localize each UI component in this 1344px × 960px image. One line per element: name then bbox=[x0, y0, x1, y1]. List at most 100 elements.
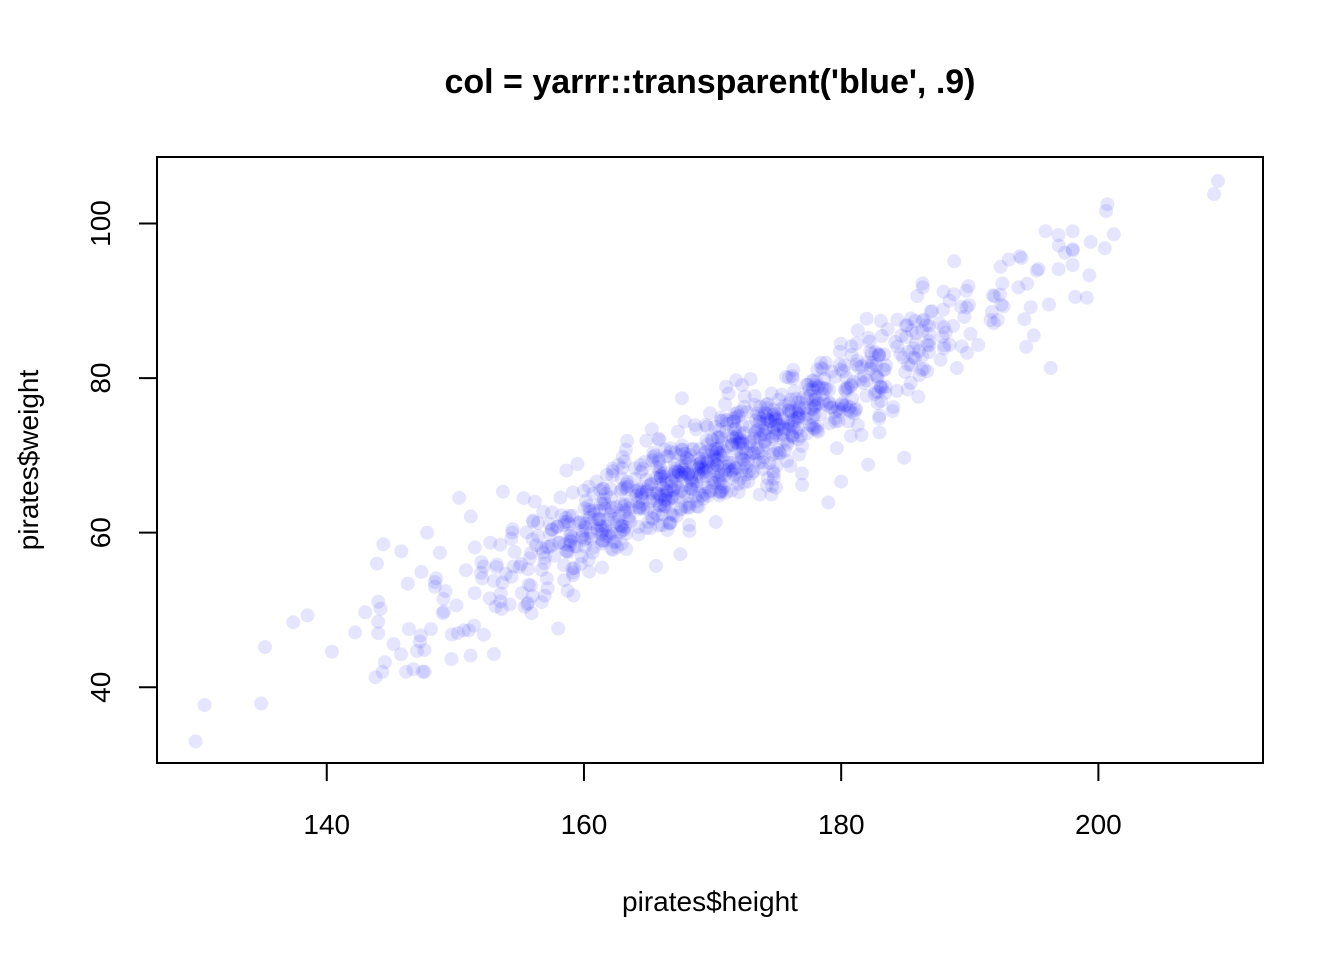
data-point bbox=[727, 411, 742, 426]
data-point bbox=[1017, 312, 1032, 327]
data-point bbox=[646, 445, 661, 460]
data-point bbox=[923, 305, 938, 319]
data-point bbox=[762, 456, 777, 471]
data-point bbox=[819, 381, 834, 396]
data-point bbox=[707, 419, 722, 434]
data-point bbox=[896, 350, 911, 365]
data-point bbox=[674, 442, 689, 457]
data-point bbox=[752, 414, 767, 429]
data-point bbox=[832, 404, 847, 419]
data-point bbox=[534, 562, 549, 577]
data-point bbox=[844, 339, 859, 354]
data-point bbox=[850, 323, 865, 338]
data-point bbox=[783, 392, 798, 407]
data-point bbox=[935, 329, 950, 344]
data-point bbox=[794, 395, 809, 410]
data-point bbox=[600, 512, 615, 527]
data-point bbox=[834, 397, 849, 412]
data-point bbox=[649, 485, 664, 500]
data-point bbox=[651, 431, 666, 446]
data-point bbox=[369, 556, 384, 571]
data-point bbox=[493, 586, 508, 601]
data-point bbox=[697, 465, 712, 479]
data-point bbox=[753, 399, 768, 414]
data-point bbox=[771, 392, 786, 407]
data-point bbox=[834, 474, 849, 489]
data-point bbox=[622, 501, 637, 516]
data-point bbox=[717, 463, 731, 477]
data-point bbox=[764, 432, 779, 447]
data-point bbox=[682, 497, 697, 511]
data-point bbox=[844, 405, 859, 420]
data-point bbox=[547, 548, 562, 563]
data-point bbox=[682, 453, 696, 468]
data-point bbox=[432, 545, 447, 560]
data-point bbox=[869, 368, 884, 383]
data-point bbox=[737, 389, 752, 404]
data-point bbox=[937, 338, 952, 353]
data-point bbox=[897, 450, 912, 465]
data-point bbox=[732, 431, 747, 446]
data-point bbox=[615, 450, 630, 464]
data-point bbox=[553, 490, 568, 505]
data-point bbox=[417, 643, 432, 658]
data-point bbox=[817, 381, 832, 396]
data-point bbox=[694, 454, 709, 469]
data-point bbox=[641, 514, 656, 529]
data-point bbox=[911, 389, 926, 404]
data-point bbox=[607, 511, 622, 526]
data-point bbox=[885, 404, 900, 419]
data-point bbox=[505, 525, 520, 540]
data-point bbox=[621, 479, 636, 494]
data-point bbox=[922, 326, 937, 341]
data-point bbox=[735, 441, 750, 456]
data-point bbox=[386, 637, 401, 651]
data-point bbox=[942, 293, 957, 308]
data-point bbox=[1038, 224, 1053, 239]
data-point bbox=[188, 734, 203, 749]
data-point bbox=[719, 459, 734, 474]
data-point bbox=[873, 313, 888, 328]
data-point bbox=[666, 482, 681, 497]
data-point bbox=[709, 458, 724, 473]
data-point bbox=[786, 420, 801, 434]
data-point bbox=[812, 407, 827, 422]
data-point bbox=[424, 622, 438, 637]
data-point bbox=[724, 464, 738, 479]
data-point bbox=[739, 445, 753, 460]
data-point bbox=[759, 397, 774, 412]
data-point bbox=[633, 484, 648, 499]
data-point bbox=[746, 445, 761, 460]
data-point bbox=[711, 470, 726, 485]
data-point bbox=[849, 357, 864, 372]
data-point bbox=[614, 519, 629, 534]
data-point bbox=[711, 464, 726, 479]
data-point bbox=[739, 467, 754, 482]
data-point bbox=[851, 360, 866, 375]
data-point bbox=[783, 459, 798, 473]
data-point bbox=[889, 383, 904, 398]
data-point bbox=[670, 424, 685, 439]
data-point bbox=[545, 505, 559, 520]
data-point bbox=[569, 539, 584, 554]
data-point bbox=[664, 491, 679, 506]
data-point bbox=[791, 411, 806, 426]
data-point bbox=[900, 382, 915, 397]
data-point bbox=[922, 334, 937, 349]
data-point bbox=[628, 484, 643, 499]
data-point bbox=[810, 380, 825, 395]
data-point bbox=[786, 430, 801, 445]
data-point bbox=[954, 300, 969, 314]
data-point bbox=[698, 418, 713, 432]
data-point bbox=[489, 560, 504, 575]
data-point bbox=[657, 493, 672, 508]
data-point bbox=[908, 351, 923, 366]
data-point bbox=[788, 404, 803, 419]
data-point bbox=[890, 339, 905, 354]
data-point bbox=[653, 488, 668, 502]
data-point bbox=[709, 452, 724, 467]
data-point bbox=[699, 433, 714, 448]
data-point bbox=[776, 433, 791, 448]
data-point bbox=[700, 419, 715, 434]
